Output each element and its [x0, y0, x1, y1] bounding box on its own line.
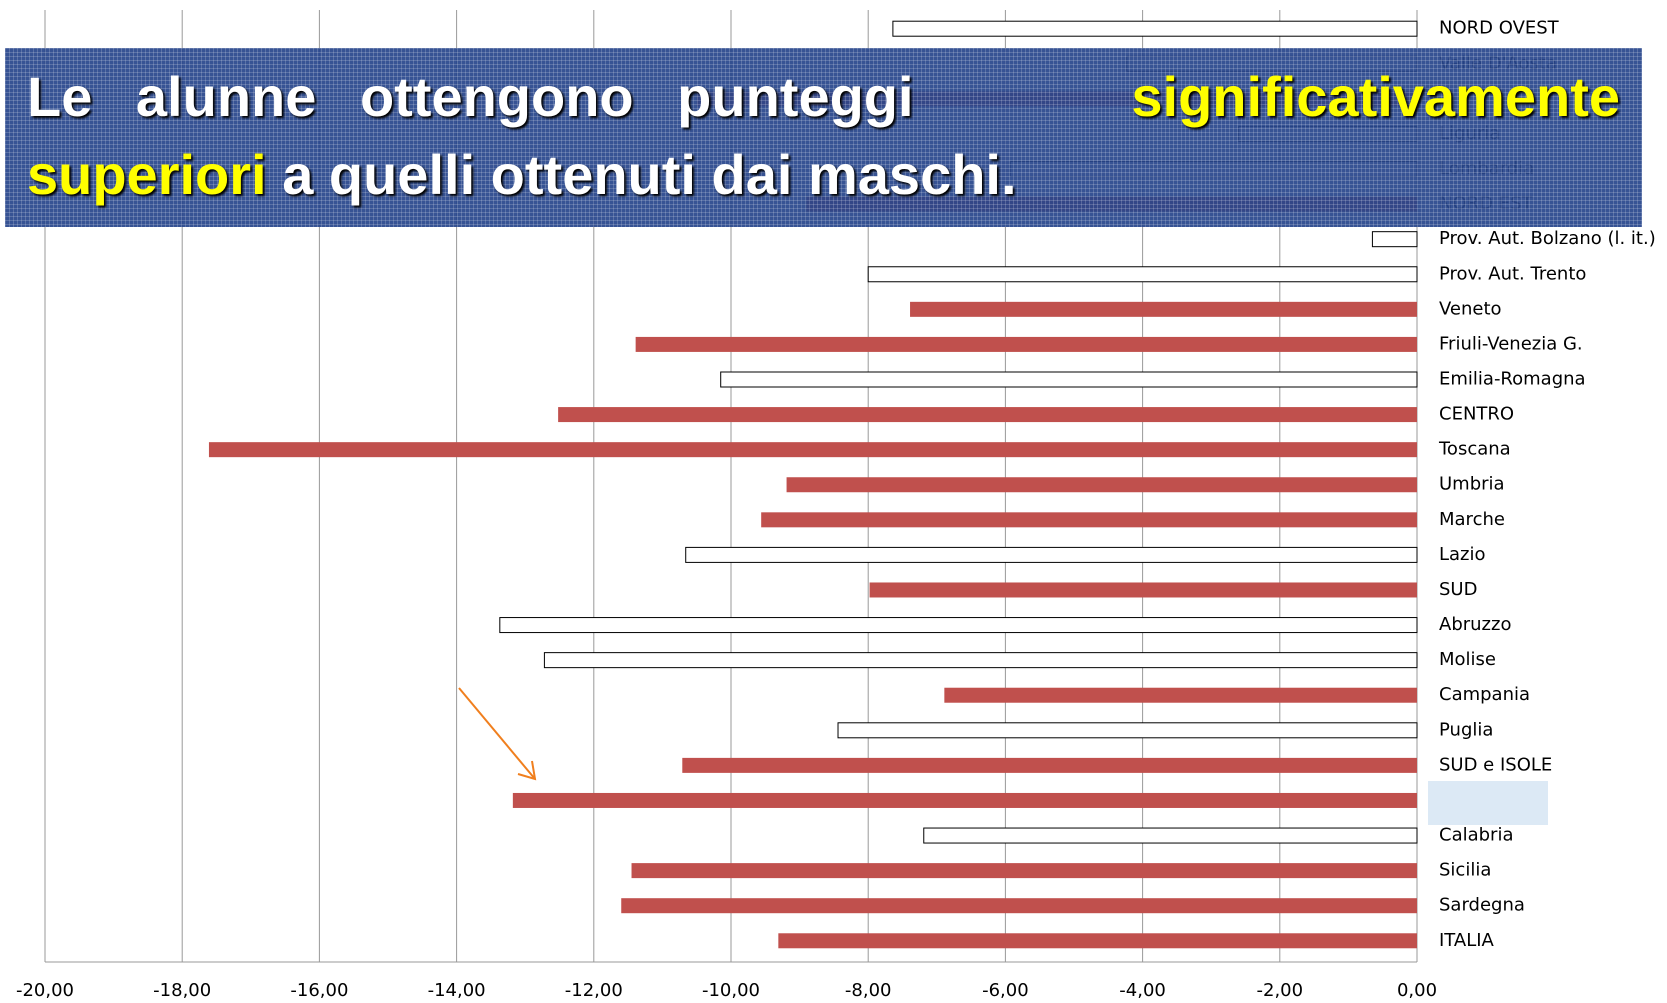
- bar: [208, 442, 1418, 458]
- category-label: Puglia: [1439, 719, 1493, 740]
- bar: [761, 512, 1417, 528]
- category-label: Toscana: [1438, 439, 1511, 460]
- x-tick-label: -6,00: [982, 980, 1029, 1001]
- bar: [512, 792, 1417, 808]
- x-tick-label: -8,00: [845, 980, 892, 1001]
- bar: [869, 582, 1417, 598]
- x-tick-label: -10,00: [702, 980, 760, 1001]
- category-label: SUD e ISOLE: [1439, 754, 1552, 775]
- highlight: [1428, 781, 1548, 825]
- x-tick-label: -2,00: [1257, 980, 1304, 1001]
- x-tick-label: -12,00: [565, 980, 623, 1001]
- x-tick-label: -16,00: [290, 980, 348, 1001]
- bar: [720, 371, 1418, 388]
- bar: [621, 898, 1417, 914]
- bar: [499, 617, 1418, 634]
- bar: [944, 687, 1417, 703]
- bar: [543, 652, 1418, 669]
- category-label: CENTRO: [1439, 404, 1514, 425]
- category-label: Prov. Aut. Bolzano (l. it.): [1439, 228, 1656, 249]
- banner-highlight: superiori: [27, 143, 267, 206]
- bar: [786, 477, 1417, 493]
- category-label: Molise: [1439, 649, 1496, 670]
- x-tick-label: 0,00: [1397, 980, 1437, 1001]
- category-label: Campania: [1439, 684, 1530, 705]
- category-label: Marche: [1439, 509, 1505, 530]
- arrow-head: [517, 760, 537, 781]
- bar: [558, 407, 1417, 423]
- bar: [635, 336, 1417, 352]
- banner-line: Le alunne ottengono punteggi significativ…: [27, 58, 1620, 136]
- x-tick-label: -18,00: [153, 980, 211, 1001]
- category-label: Sicilia: [1439, 860, 1491, 881]
- banner-text: a quelli ottenuti dai maschi.: [282, 143, 1017, 206]
- category-label: Calabria: [1439, 825, 1514, 846]
- bar: [631, 863, 1417, 879]
- bar: [867, 266, 1418, 283]
- banner: Le alunne ottengono punteggi significativ…: [5, 48, 1642, 227]
- category-label: Veneto: [1439, 298, 1502, 319]
- category-label: Prov. Aut. Trento: [1439, 263, 1586, 284]
- category-label: SUD: [1439, 579, 1477, 600]
- category-label: Umbria: [1439, 474, 1505, 495]
- arrow: [458, 687, 536, 780]
- bar: [923, 827, 1418, 844]
- banner-line: superiori a quelli ottenuti dai maschi.: [27, 136, 1620, 214]
- category-label: Emilia-Romagna: [1439, 369, 1586, 390]
- bar: [892, 20, 1418, 37]
- banner-text: Le alunne ottengono punteggi: [27, 65, 914, 128]
- bar: [1371, 231, 1418, 248]
- bar: [910, 301, 1417, 317]
- bar: [682, 757, 1417, 773]
- x-tick-label: -14,00: [428, 980, 486, 1001]
- banner-highlight: significativamente: [1131, 65, 1620, 128]
- category-label: Friuli-Venezia G.: [1439, 333, 1583, 354]
- bar: [837, 722, 1418, 739]
- x-tick-label: -4,00: [1119, 980, 1166, 1001]
- bar: [685, 546, 1418, 563]
- category-label: Lazio: [1439, 544, 1486, 565]
- category-label: ITALIA: [1439, 930, 1495, 951]
- category-label: Sardegna: [1439, 895, 1525, 916]
- category-label: NORD OVEST: [1439, 18, 1560, 39]
- bar: [778, 933, 1417, 949]
- x-tick-label: -20,00: [16, 980, 74, 1001]
- category-label: Abruzzo: [1439, 614, 1511, 635]
